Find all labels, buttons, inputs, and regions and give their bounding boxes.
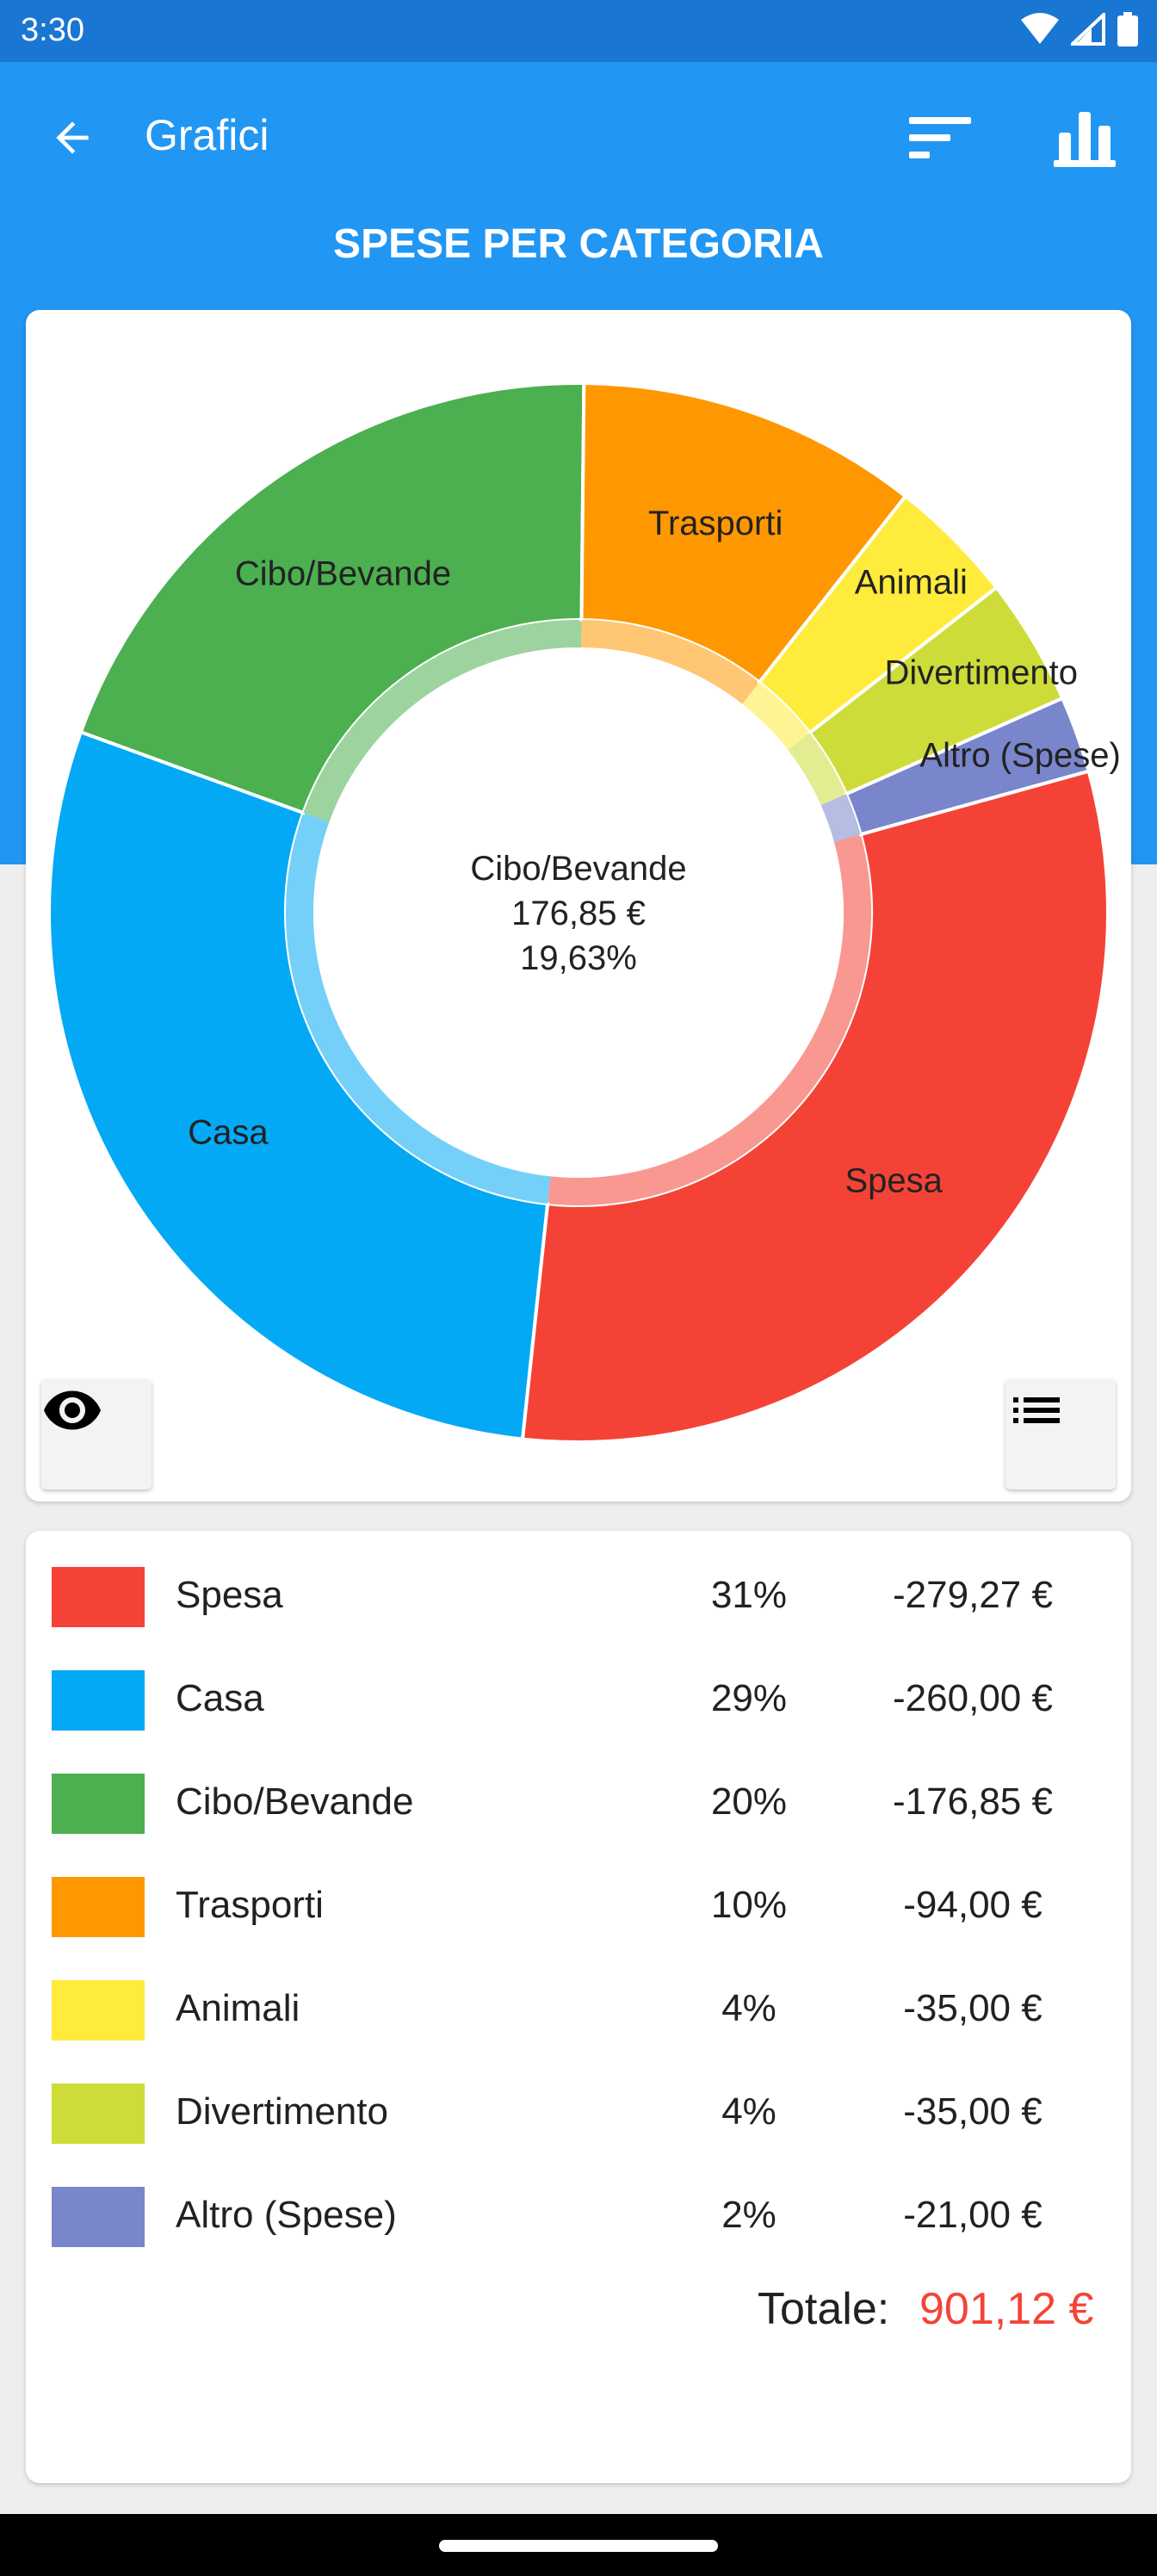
- slice-label-altro-spese: Altro (Spese): [919, 736, 1120, 774]
- legend-amount: -279,27 €: [893, 1574, 1053, 1616]
- slice-label-trasporti: Trasporti: [648, 505, 783, 542]
- legend-name: Divertimento: [176, 2090, 388, 2133]
- legend-swatch: [52, 1980, 145, 2040]
- legend-row[interactable]: Altro (Spese) 2% -21,00 €: [26, 2151, 1131, 2254]
- legend-amount: -94,00 €: [903, 1884, 1043, 1926]
- pie-slice-altro-spese[interactable]: [820, 696, 1092, 842]
- legend-swatch: [52, 1567, 145, 1627]
- legend-percent: 31%: [710, 1574, 788, 1616]
- legend-swatch: [52, 2187, 145, 2247]
- legend-swatch: [52, 1774, 145, 1834]
- legend-row[interactable]: Cibo/Bevande 20% -176,85 €: [26, 1737, 1131, 1841]
- legend-percent: 10%: [710, 1884, 788, 1926]
- bar-chart-icon: [1054, 112, 1116, 167]
- pie-slice-casa[interactable]: [47, 729, 551, 1441]
- status-icons: [1021, 12, 1138, 46]
- legend-percent: 4%: [721, 2090, 776, 2133]
- slice-label-cibo-bevande: Cibo/Bevande: [235, 555, 451, 593]
- pie-slice-spesa[interactable]: [520, 769, 1110, 1444]
- slice-label-divertimento: Divertimento: [884, 653, 1078, 691]
- legend-amount: -260,00 €: [893, 1677, 1053, 1719]
- pie-center: [313, 647, 844, 1178]
- legend-percent: 20%: [710, 1780, 788, 1823]
- slice-label-casa: Casa: [188, 1113, 269, 1151]
- chart-type-button[interactable]: [1040, 96, 1129, 179]
- legend-amount: -21,00 €: [903, 2194, 1043, 2236]
- section-title: SPESE PER CATEGORIA: [333, 221, 824, 267]
- legend-swatch: [52, 1877, 145, 1937]
- app-title: Grafici: [145, 111, 269, 159]
- legend-name: Animali: [176, 1987, 300, 2029]
- legend-percent: 2%: [721, 2194, 776, 2236]
- status-bar: 3:30: [0, 0, 1157, 62]
- legend-amount: -35,00 €: [903, 2090, 1043, 2133]
- battery-icon: [1117, 12, 1138, 46]
- slice-label-animali: Animali: [855, 564, 968, 602]
- wifi-icon: [1021, 13, 1059, 44]
- legend-row[interactable]: Casa 29% -260,00 €: [26, 1634, 1131, 1737]
- legend-swatch: [52, 1670, 145, 1731]
- legend-row[interactable]: Divertimento 4% -35,00 €: [26, 2047, 1131, 2151]
- legend-row[interactable]: Animali 4% -35,00 €: [26, 1944, 1131, 2047]
- total-value: 901,12 €: [919, 2284, 1094, 2334]
- legend-name: Cibo/Bevande: [176, 1780, 414, 1823]
- signal-icon: [1071, 13, 1105, 46]
- slice-label-spesa: Spesa: [845, 1161, 943, 1199]
- sort-icon: [909, 117, 971, 158]
- navigation-bar: [0, 2514, 1157, 2576]
- legend-swatch: [52, 2084, 145, 2144]
- home-handle[interactable]: [439, 2540, 718, 2552]
- legend-percent: 29%: [710, 1677, 788, 1719]
- legend-name: Altro (Spese): [176, 2194, 397, 2236]
- toggle-legend-button[interactable]: [1005, 1379, 1116, 1489]
- legend-card: Spesa 31% -279,27 € Casa 29% -260,00 € Cibo/Be…: [26, 1531, 1131, 2483]
- list-icon: [1013, 1397, 1060, 1423]
- center-amount: 176,85 €: [511, 895, 646, 932]
- legend-amount: -176,85 €: [893, 1780, 1053, 1823]
- pie-slice-trasporti[interactable]: [579, 381, 908, 704]
- legend-name: Trasporti: [176, 1884, 324, 1926]
- total-label: Totale:: [758, 2284, 890, 2334]
- status-time: 3:30: [21, 12, 84, 48]
- center-percent: 19,63%: [520, 939, 637, 977]
- legend-row[interactable]: Spesa 31% -279,27 €: [26, 1531, 1131, 1634]
- app-bar: Grafici: [0, 62, 1157, 207]
- back-button[interactable]: [31, 96, 114, 179]
- pie-slice-cibo-bevande[interactable]: [78, 381, 586, 822]
- pie-chart: Spesa Casa Cibo/Bevande Trasporti Animali Div…: [47, 381, 1121, 1444]
- chart-card: Spesa Casa Cibo/Bevande Trasporti Animali Div…: [26, 310, 1131, 1502]
- toggle-visibility-button[interactable]: [41, 1379, 152, 1489]
- legend-percent: 4%: [721, 1987, 776, 2029]
- sort-button[interactable]: [895, 96, 985, 179]
- legend-amount: -35,00 €: [903, 1987, 1043, 2029]
- legend-name: Casa: [176, 1677, 264, 1719]
- center-name: Cibo/Bevande: [470, 850, 686, 888]
- legend-row[interactable]: Trasporti 10% -94,00 €: [26, 1841, 1131, 1944]
- legend-name: Spesa: [176, 1574, 283, 1616]
- eye-icon: [44, 1390, 101, 1430]
- arrow-back-icon: [56, 121, 89, 154]
